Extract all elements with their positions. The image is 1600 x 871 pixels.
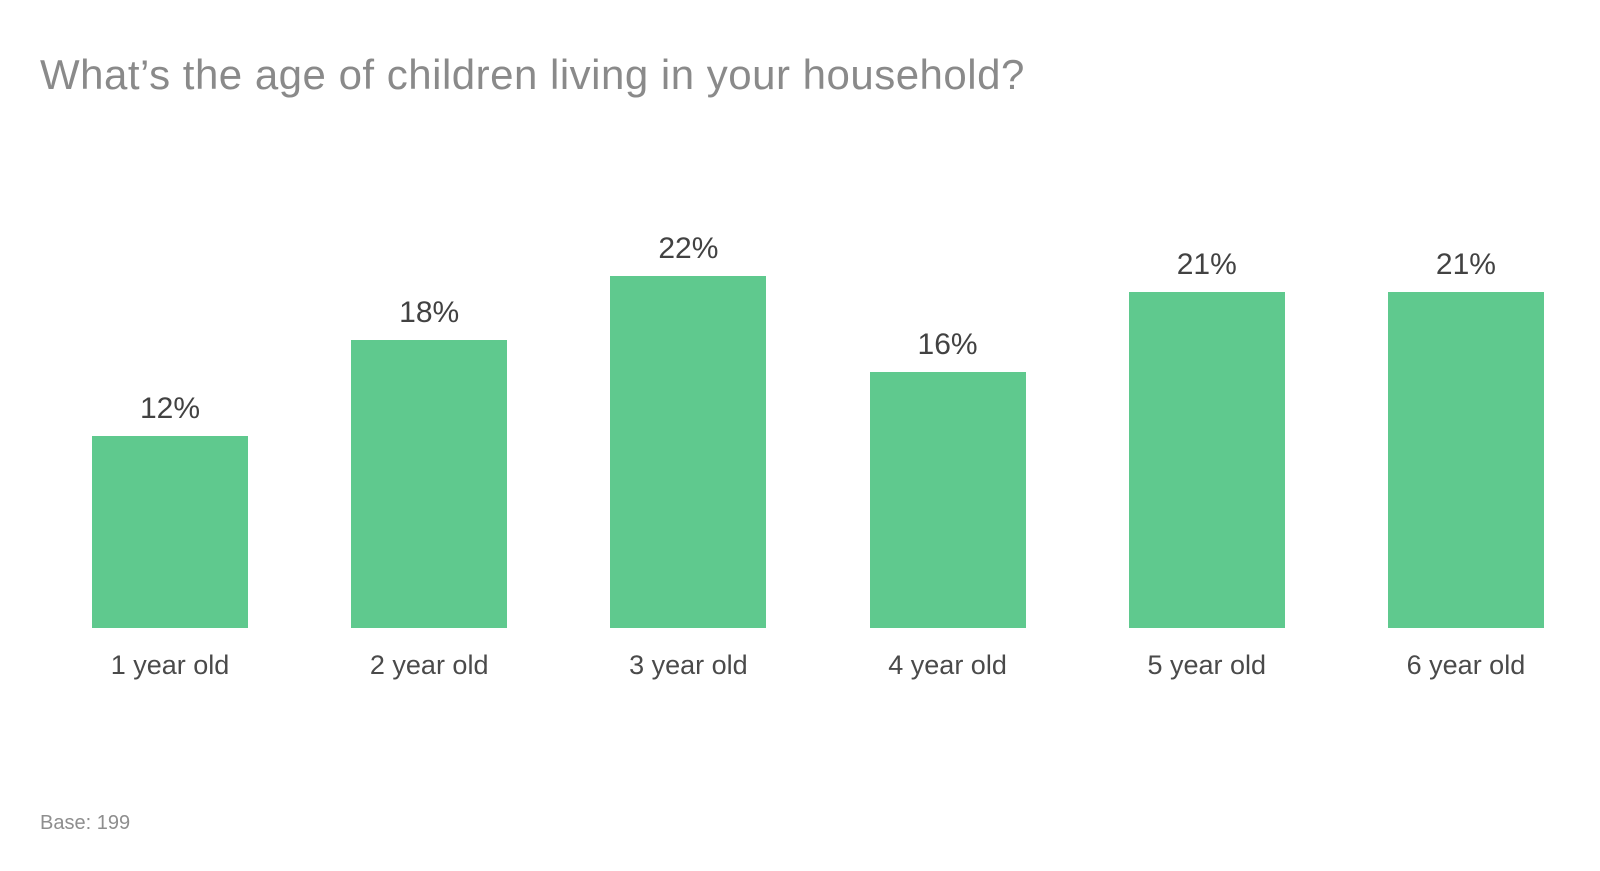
bar-value-label: 21%: [1435, 247, 1496, 281]
bar-group: 16% 4 year old: [869, 327, 1026, 681]
bar-value-label: 21%: [1176, 247, 1237, 281]
chart-title: What’s the age of children living in you…: [40, 51, 1025, 98]
bar-category-label: 4 year old: [888, 649, 1007, 680]
bar-chart: 12% 1 year old 18% 2 year old 22% 3 year…: [92, 231, 1544, 681]
bar-group: 22% 3 year old: [610, 231, 767, 681]
bar-category-label: 3 year old: [629, 649, 748, 680]
bar-category-label: 6 year old: [1406, 649, 1526, 680]
bar-group: 12% 1 year old: [92, 391, 248, 681]
bar: [869, 371, 1026, 628]
bar-group: 21% 5 year old: [1128, 247, 1285, 681]
bar: [1128, 291, 1285, 628]
bar-value-label: 12%: [139, 391, 201, 425]
bar-value-label: 22%: [658, 231, 719, 265]
bar-category-label: 1 year old: [110, 649, 230, 680]
bar: [351, 339, 508, 628]
bar-value-label: 18%: [399, 295, 460, 329]
bar: [92, 435, 248, 628]
bar: [1387, 291, 1544, 628]
bar: [610, 275, 767, 628]
bar-value-label: 16%: [917, 327, 978, 361]
bar-category-label: 2 year old: [369, 649, 489, 680]
bar-group: 18% 2 year old: [351, 295, 508, 681]
bar-group: 21% 6 year old: [1387, 247, 1544, 681]
bar-category-label: 5 year old: [1147, 649, 1267, 680]
base-note: Base: 199: [40, 812, 131, 834]
